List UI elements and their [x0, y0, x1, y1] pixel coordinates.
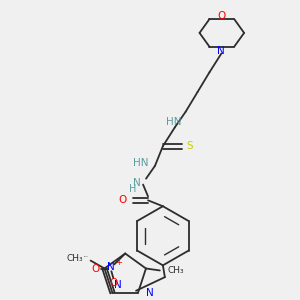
Text: methyl: methyl [84, 256, 89, 257]
Text: HN: HN [166, 116, 182, 127]
Text: N: N [133, 178, 141, 188]
Text: CH₃: CH₃ [168, 266, 184, 275]
Text: HN: HN [133, 158, 148, 168]
Text: O: O [217, 11, 226, 21]
Text: N: N [107, 262, 115, 272]
Text: +: + [115, 258, 122, 267]
Text: O: O [92, 264, 100, 274]
Text: N: N [114, 280, 122, 290]
Text: CH₃: CH₃ [66, 254, 83, 263]
Text: H: H [130, 184, 137, 194]
Text: S: S [187, 141, 193, 151]
Text: O: O [118, 195, 126, 205]
Text: O: O [109, 278, 118, 288]
Text: N: N [146, 288, 154, 298]
Text: N: N [218, 46, 225, 56]
